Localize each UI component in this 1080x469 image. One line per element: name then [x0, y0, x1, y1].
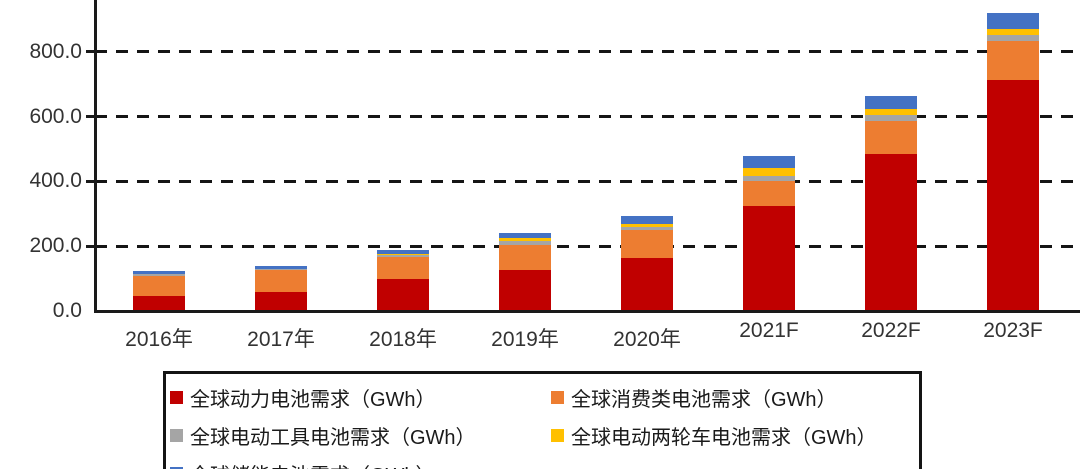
bar-2016	[133, 270, 185, 311]
bar-segment-storage	[499, 233, 551, 239]
x-axis-label-2023f: 2023F	[983, 319, 1043, 342]
legend-label-consumer: 全球消费类电池需求（GWh）	[571, 388, 837, 411]
bar-segment-consumer	[987, 41, 1039, 80]
legend-item-storage: 全球储能电池需求（GWh）	[170, 459, 551, 469]
bar-segment-storage	[743, 156, 795, 169]
x-axis-label-2016: 2016年	[125, 328, 193, 351]
x-axis-label-2017: 2017年	[247, 328, 315, 351]
bar-segment-two-wheeler	[865, 109, 917, 115]
x-axis-line	[94, 310, 1080, 313]
x-axis-label-2020: 2020年	[613, 328, 681, 351]
gridline-200	[95, 244, 1080, 248]
bar-segment-power	[377, 279, 429, 311]
bar-segment-storage	[865, 95, 917, 110]
bar-2021f	[743, 156, 795, 311]
bar-segment-consumer	[133, 275, 185, 297]
x-axis-label-2022f: 2022F	[861, 319, 921, 342]
legend-swatch-power-tool	[170, 428, 183, 442]
bar-segment-storage	[987, 12, 1039, 29]
bar-segment-power-tool	[621, 226, 673, 230]
bar-segment-storage	[133, 270, 185, 274]
bar-segment-two-wheeler	[133, 273, 185, 275]
bar-segment-power-tool	[743, 175, 795, 182]
gridline-400	[95, 179, 1080, 183]
bar-segment-consumer	[865, 120, 917, 155]
bar-segment-two-wheeler	[987, 28, 1039, 36]
y-tick-mark-600	[86, 115, 95, 119]
legend-item-power-tool: 全球电动工具电池需求（GWh）	[170, 421, 551, 450]
y-tick-mark-400	[86, 179, 95, 183]
x-axis-label-2019: 2019年	[491, 328, 559, 351]
bar-segment-two-wheeler	[621, 223, 673, 227]
legend-item-consumer: 全球消费类电池需求（GWh）	[551, 383, 919, 412]
y-tick-label-clipped-1000: 1,000.0	[0, 0, 82, 2]
bar-segment-two-wheeler	[255, 268, 307, 270]
legend-item-two-wheeler: 全球电动两轮车电池需求（GWh）	[551, 421, 919, 450]
x-axis-label-2021f: 2021F	[739, 319, 799, 342]
y-tick-label-200: 200.0	[29, 234, 82, 258]
bar-segment-two-wheeler	[377, 253, 429, 255]
legend-swatch-two-wheeler	[551, 428, 564, 442]
bar-segment-power-tool	[865, 114, 917, 121]
bar-segment-power	[865, 154, 917, 311]
legend-swatch-storage	[170, 466, 183, 469]
y-tick-label-0: 0.0	[52, 299, 82, 322]
bar-segment-storage	[621, 216, 673, 224]
bar-segment-power-tool	[133, 274, 185, 276]
bar-segment-consumer	[743, 181, 795, 207]
bar-segment-consumer	[499, 244, 551, 270]
bar-segment-two-wheeler	[499, 238, 551, 241]
bar-segment-power-tool	[499, 240, 551, 245]
bar-segment-consumer	[377, 257, 429, 280]
legend-label-power: 全球动力电池需求（GWh）	[190, 388, 436, 411]
bar-segment-two-wheeler	[743, 168, 795, 176]
y-tick-label-400: 400.0	[29, 169, 82, 193]
bar-segment-power	[255, 291, 307, 311]
bar-segment-consumer	[255, 270, 307, 292]
y-tick-mark-200	[86, 244, 95, 248]
bar-segment-power	[133, 296, 185, 311]
x-axis-label-2018: 2018年	[369, 328, 437, 351]
bar-segment-power	[621, 258, 673, 311]
bar-2020	[621, 216, 673, 311]
y-tick-label-800: 800.0	[29, 39, 82, 63]
bar-2017	[255, 265, 307, 311]
bar-segment-storage	[377, 249, 429, 254]
bar-segment-power	[743, 206, 795, 311]
bar-2022f	[865, 95, 917, 311]
bar-2019	[499, 233, 551, 311]
bar-segment-power-tool	[255, 269, 307, 271]
legend-label-two-wheeler: 全球电动两轮车电池需求（GWh）	[571, 426, 877, 449]
legend-item-power: 全球动力电池需求（GWh）	[170, 383, 551, 412]
bar-segment-consumer	[621, 229, 673, 259]
bar-segment-power-tool	[377, 254, 429, 258]
bar-2018	[377, 249, 429, 311]
y-axis-line	[94, 0, 97, 313]
bar-segment-power-tool	[987, 35, 1039, 42]
bar-segment-storage	[255, 265, 307, 269]
legend-label-power-tool: 全球电动工具电池需求（GWh）	[190, 426, 476, 449]
gridline-600	[95, 115, 1080, 119]
y-tick-label-600: 600.0	[29, 104, 82, 128]
legend-swatch-power	[170, 390, 183, 404]
gridline-800	[95, 50, 1080, 54]
bar-segment-power	[499, 269, 551, 311]
legend-label-storage: 全球储能电池需求（GWh）	[190, 459, 436, 469]
bar-segment-power	[987, 79, 1039, 311]
legend: 全球动力电池需求（GWh） 全球消费类电池需求（GWh） 全球电动工具电池需求（GW…	[163, 371, 922, 469]
y-tick-mark-800	[86, 50, 95, 54]
bar-2023f	[987, 12, 1039, 311]
legend-swatch-consumer	[551, 390, 564, 404]
